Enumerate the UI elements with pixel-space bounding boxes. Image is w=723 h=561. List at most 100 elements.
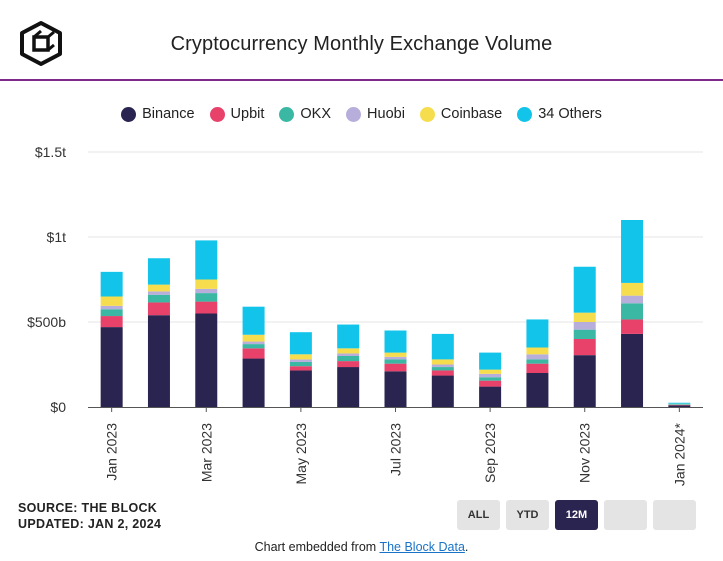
bar-segment-binance[interactable] [289, 370, 312, 407]
bar-segment-upbit[interactable] [147, 302, 170, 316]
bar-segment-okx[interactable] [479, 377, 502, 381]
bar-segment-34-others[interactable] [289, 332, 312, 355]
bar-segment-34-others[interactable] [195, 240, 218, 280]
x-tick-label: Mar 2023 [198, 423, 214, 482]
bar-segment-coinbase[interactable] [479, 369, 502, 374]
bar-segment-okx[interactable] [337, 356, 360, 362]
x-tick-label: Sep 2023 [482, 423, 498, 483]
bar-segment-huobi[interactable] [289, 359, 312, 362]
bar-segment-okx[interactable] [147, 294, 170, 303]
range-button-blank-3[interactable] [604, 500, 647, 530]
the-block-data-link[interactable]: The Block Data [379, 540, 465, 554]
bar-segment-okx[interactable] [100, 309, 123, 317]
legend-label: Huobi [367, 106, 405, 122]
range-button-ytd[interactable]: YTD [506, 500, 549, 530]
bar-segment-coinbase[interactable] [289, 354, 312, 360]
bar-segment-34-others[interactable] [479, 352, 502, 370]
legend-item-okx[interactable]: OKX [279, 106, 331, 122]
bar-segment-okx[interactable] [242, 344, 265, 349]
bar-segment-upbit[interactable] [337, 361, 360, 368]
bar-segment-huobi[interactable] [573, 322, 596, 330]
the-block-logo-icon[interactable] [18, 20, 64, 66]
legend-swatch [419, 106, 435, 122]
range-button-all[interactable]: ALL [457, 500, 500, 530]
bar-segment-upbit[interactable] [526, 363, 549, 373]
bar-segment-binance[interactable] [195, 313, 218, 408]
bar-segment-binance[interactable] [526, 373, 549, 407]
bar-segment-huobi[interactable] [242, 341, 265, 345]
bar-segment-huobi[interactable] [384, 356, 407, 360]
bar-segment-huobi[interactable] [621, 295, 644, 304]
bar-segment-34-others[interactable] [573, 266, 596, 313]
bar-segment-huobi[interactable] [195, 288, 218, 294]
range-button-blank-4[interactable] [653, 500, 696, 530]
legend-item-34-others[interactable]: 34 Others [517, 106, 602, 122]
bar-segment-okx[interactable] [195, 293, 218, 302]
legend-item-huobi[interactable]: Huobi [346, 106, 405, 122]
bar-segment-okx[interactable] [526, 359, 549, 364]
legend-item-upbit[interactable]: Upbit [209, 106, 264, 122]
bar-segment-huobi[interactable] [337, 353, 360, 356]
bar-segment-binance[interactable] [384, 371, 407, 407]
bar-segment-coinbase[interactable] [147, 284, 170, 292]
range-button-12m[interactable]: 12M [555, 500, 598, 530]
bar-segment-coinbase[interactable] [195, 279, 218, 289]
source-info: SOURCE: THE BLOCK UPDATED: JAN 2, 2024 [18, 500, 161, 532]
bar-segment-coinbase[interactable] [100, 296, 123, 306]
legend-item-binance[interactable]: Binance [121, 106, 195, 122]
bar-segment-34-others[interactable] [621, 220, 644, 283]
bar-segment-upbit[interactable] [573, 339, 596, 356]
bar-segment-binance[interactable] [573, 355, 596, 407]
bar-segment-binance[interactable] [337, 367, 360, 407]
header: Cryptocurrency Monthly Exchange Volume [0, 0, 723, 80]
bar-segment-okx[interactable] [289, 361, 312, 367]
bar-segment-okx[interactable] [621, 303, 644, 320]
bar-segment-34-others[interactable] [242, 306, 265, 335]
bar-segment-upbit[interactable] [384, 363, 407, 372]
bar-segment-huobi[interactable] [479, 373, 502, 378]
bar-segment-huobi[interactable] [431, 364, 454, 368]
bar-segment-34-others[interactable] [147, 258, 170, 285]
bar-segment-binance[interactable] [242, 358, 265, 407]
legend-swatch [121, 106, 137, 122]
bar-segment-coinbase[interactable] [242, 334, 265, 342]
legend-label: Binance [142, 106, 195, 122]
bar-segment-huobi[interactable] [147, 291, 170, 295]
bar-segment-coinbase[interactable] [337, 348, 360, 354]
bar-segment-okx[interactable] [573, 329, 596, 339]
chart-legend: Binance Upbit OKX Huobi Coinbase 34 Others [0, 106, 723, 122]
bar-segment-34-others[interactable] [526, 319, 549, 348]
bar-segment-binance[interactable] [621, 333, 644, 407]
bar-segment-binance[interactable] [100, 327, 123, 407]
bar-segment-coinbase[interactable] [431, 359, 454, 365]
bar-segment-coinbase[interactable] [573, 312, 596, 322]
bar-segment-upbit[interactable] [242, 348, 265, 359]
bar-segment-34-others[interactable] [668, 402, 691, 404]
bar-segment-binance[interactable] [431, 375, 454, 407]
bar-segment-coinbase[interactable] [526, 347, 549, 355]
legend-item-coinbase[interactable]: Coinbase [419, 106, 502, 122]
bar-segment-okx[interactable] [384, 359, 407, 364]
bar-segment-34-others[interactable] [384, 330, 407, 353]
bar-segment-binance[interactable] [668, 405, 691, 407]
bar-segment-huobi[interactable] [100, 305, 123, 310]
bar-segment-binance[interactable] [147, 315, 170, 407]
bar-segment-huobi[interactable] [526, 354, 549, 360]
bar-segment-okx[interactable] [668, 404, 691, 405]
bar-segment-34-others[interactable] [431, 333, 454, 360]
bar-segment-okx[interactable] [431, 367, 454, 371]
bar-segment-34-others[interactable] [337, 324, 360, 349]
bar-segment-34-others[interactable] [100, 271, 123, 297]
bar-segment-upbit[interactable] [621, 319, 644, 334]
bar-segment-upbit[interactable] [289, 366, 312, 371]
bar-segment-upbit[interactable] [100, 316, 123, 328]
bar-segment-binance[interactable] [479, 386, 502, 407]
bar-segment-upbit[interactable] [479, 380, 502, 387]
range-selector: ALL YTD 12M [457, 500, 696, 530]
embed-prefix: Chart embedded from [254, 540, 380, 554]
bar-segment-coinbase[interactable] [621, 282, 644, 296]
bar-segment-upbit[interactable] [431, 370, 454, 376]
bar-segment-coinbase[interactable] [384, 352, 407, 357]
bar-segment-upbit[interactable] [195, 301, 218, 314]
